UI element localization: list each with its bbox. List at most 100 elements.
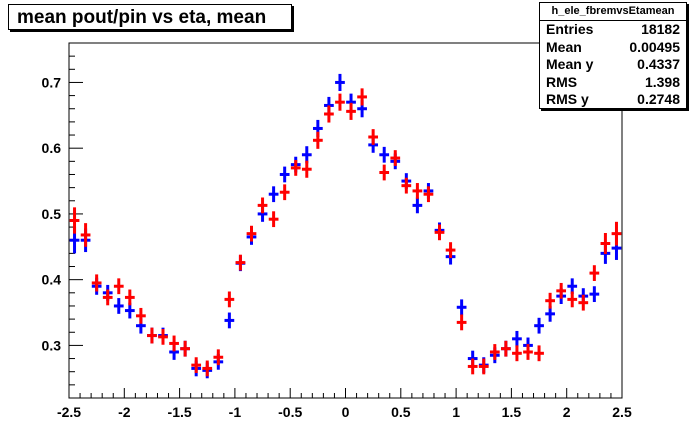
data-point [512, 330, 522, 347]
y-tick-label: 0.4 [42, 272, 62, 288]
data-point [158, 328, 168, 345]
data-point [169, 335, 179, 352]
data-point [534, 317, 544, 334]
y-tick-label: 0.6 [42, 140, 62, 156]
data-point [401, 177, 412, 194]
data-point [534, 345, 544, 362]
data-point [180, 340, 190, 357]
y-tick-label: 0.5 [42, 206, 62, 222]
plot-title: mean pout/pin vs eta, mean [8, 4, 292, 30]
data-point [489, 344, 500, 360]
stats-label: RMS [546, 73, 578, 90]
data-point [368, 129, 379, 145]
data-point [445, 242, 456, 258]
stats-label: Mean [546, 38, 582, 55]
data-point [412, 197, 423, 214]
stats-value: 1.398 [644, 73, 680, 90]
data-point [268, 186, 279, 203]
data-point [412, 183, 423, 199]
data-point [335, 93, 345, 111]
data-point [80, 223, 91, 247]
x-tick-label: 0 [342, 404, 350, 420]
data-point [301, 160, 312, 178]
data-point [257, 197, 268, 214]
stats-box: h_ele_fbremvsEtamean Entries 18182 Mean … [539, 2, 687, 109]
data-point [102, 289, 113, 306]
data-point [213, 349, 224, 366]
data-markers [69, 73, 622, 379]
data-point [268, 211, 279, 228]
x-tick-label: -1.5 [168, 404, 192, 420]
stats-row-entries: Entries 18182 [540, 21, 686, 39]
stats-value: 0.4337 [637, 56, 680, 72]
data-point [279, 166, 290, 183]
x-tick-label: -2.5 [57, 404, 81, 420]
data-point [545, 292, 555, 309]
x-tick-label: 1 [452, 404, 460, 420]
data-point [567, 291, 578, 308]
stats-label: RMS y [546, 91, 589, 107]
data-point [124, 302, 135, 319]
y-tick-label: 0.7 [42, 74, 62, 90]
data-point [589, 265, 600, 281]
x-tick-label: 1.5 [502, 404, 522, 420]
data-point [124, 289, 135, 306]
stats-row-rms: RMS 1.398 [540, 74, 686, 92]
data-point [191, 357, 202, 374]
data-point [224, 312, 235, 329]
data-point [279, 184, 290, 201]
stats-row-rms-y: RMS y 0.2748 [540, 91, 686, 109]
y-tick-label: 0.3 [42, 337, 62, 353]
data-point [379, 146, 390, 163]
data-point [312, 131, 323, 149]
data-point [335, 73, 345, 91]
stats-row-mean-y: Mean y 0.4337 [540, 56, 686, 74]
data-point [290, 160, 301, 176]
stats-histogram-name: h_ele_fbremvsEtamean [540, 3, 686, 21]
data-point [467, 358, 478, 375]
x-tick-label: -0.5 [278, 404, 302, 420]
data-point [600, 232, 611, 255]
data-point [501, 340, 511, 357]
x-tick-label: -1 [229, 404, 242, 420]
data-point [390, 150, 401, 166]
x-tick-label: 2 [563, 404, 571, 420]
data-point [113, 278, 124, 295]
data-point [246, 225, 257, 242]
data-point [324, 105, 334, 123]
stats-value: 0.00495 [629, 38, 680, 55]
data-point [113, 298, 124, 314]
stats-value: 0.2748 [637, 91, 680, 107]
data-point [434, 224, 445, 241]
data-point [523, 344, 533, 360]
data-point [556, 282, 567, 299]
data-point [578, 294, 589, 311]
axes: -2.5 -2 -1.5 -1 -0.5 0 0.5 1 1.5 2 2.5 0.3 0.4 0.5 0.6… [42, 42, 632, 420]
data-point [235, 254, 246, 271]
data-point [91, 274, 102, 292]
data-point [136, 307, 146, 324]
x-tick-label: -2 [118, 404, 131, 420]
stats-row-mean: Mean 0.00495 [540, 39, 686, 57]
data-point [357, 88, 367, 106]
data-point [202, 360, 213, 377]
data-point [69, 207, 80, 234]
data-point [147, 327, 157, 344]
x-tick-label: 0.5 [391, 404, 411, 420]
data-point [478, 358, 489, 375]
stats-label: Mean y [546, 56, 594, 72]
data-point [301, 146, 312, 164]
data-point [224, 291, 235, 308]
data-point [456, 299, 467, 316]
data-point [512, 345, 522, 362]
stats-value: 18182 [641, 21, 680, 37]
stats-label: Entries [546, 21, 594, 37]
data-point [611, 221, 622, 246]
data-point [589, 286, 600, 303]
data-point [423, 186, 434, 203]
data-point [379, 164, 390, 181]
data-point [456, 314, 467, 331]
data-point [346, 102, 356, 120]
x-tick-label: 2.5 [612, 404, 632, 420]
